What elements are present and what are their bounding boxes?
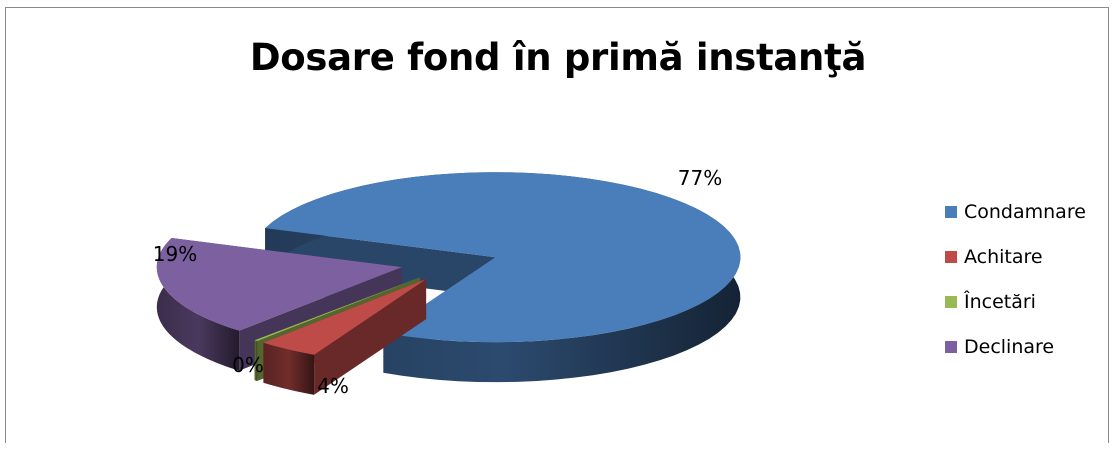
legend-item: Încetări — [945, 290, 1036, 313]
data-label-0: 77% — [678, 166, 722, 190]
legend-label: Declinare — [964, 336, 1054, 358]
legend-swatch — [945, 206, 957, 218]
data-labels: 77% 4% 0% 19% — [153, 166, 722, 398]
pie-slices — [156, 172, 741, 395]
slice-achitare — [263, 279, 427, 395]
legend-swatch — [945, 251, 957, 263]
data-label-1: 4% — [317, 374, 349, 398]
data-label-3: 19% — [153, 242, 197, 266]
slice-declinare — [156, 238, 402, 371]
legend: Condamnare Achitare Încetări Declinare — [945, 201, 1086, 358]
legend-label: Achitare — [964, 246, 1043, 268]
legend-label: Încetări — [963, 290, 1036, 313]
slice-condamnare — [265, 172, 741, 383]
chart-title: Dosare fond în primă instanţă — [249, 36, 867, 79]
legend-swatch — [945, 341, 957, 353]
chart-frame — [5, 7, 1109, 443]
legend-item: Achitare — [945, 246, 1043, 268]
data-label-2: 0% — [232, 353, 264, 377]
legend-item: Declinare — [945, 336, 1054, 358]
legend-item: Condamnare — [945, 201, 1086, 223]
legend-label: Condamnare — [964, 201, 1086, 223]
legend-swatch — [945, 296, 957, 308]
